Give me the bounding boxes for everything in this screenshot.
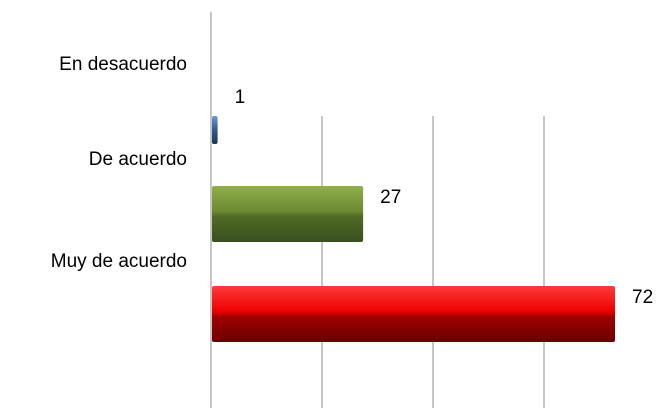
- category-label: De acuerdo: [89, 149, 187, 170]
- data-label: 72: [632, 287, 653, 308]
- data-label: 1: [235, 87, 246, 108]
- bar-muy-de-acuerdo: [212, 286, 615, 342]
- labels: En desacuerdo 1 De acuerdo 27 Muy de acuerdo…: [51, 54, 653, 308]
- data-label: 27: [380, 187, 401, 208]
- gridlines: [321, 116, 545, 408]
- bar-de-acuerdo: [212, 186, 364, 242]
- bar-en-desacuerdo: [212, 116, 218, 144]
- category-label: En desacuerdo: [59, 54, 187, 75]
- category-label: Muy de acuerdo: [51, 251, 187, 272]
- bars: [212, 116, 615, 342]
